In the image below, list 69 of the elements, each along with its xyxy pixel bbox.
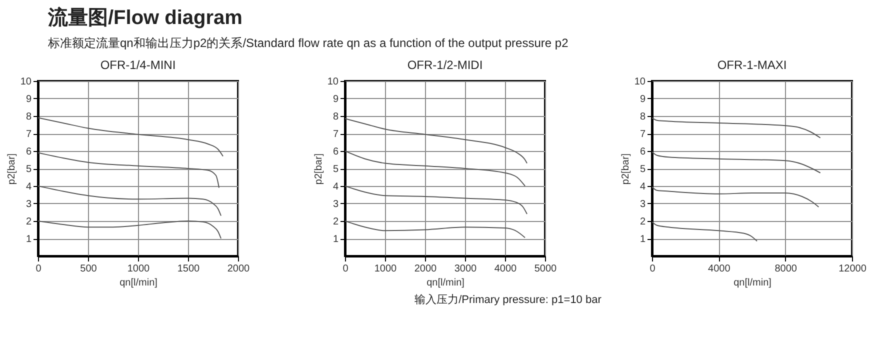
x-tick-label: 4000 [494, 264, 518, 274]
text: 输入压力/Primary pressure: p1=10 bar [414, 293, 602, 306]
line-series [652, 117, 821, 138]
x-axis-title: qn[l/min] [426, 278, 465, 288]
y-tick-label: 9 [332, 94, 339, 105]
y-tick-label: 2 [332, 216, 339, 228]
x-axis-title: qn[l/min] [120, 278, 158, 288]
y-tick-label: 10 [634, 76, 646, 88]
x-tick-label: 1000 [127, 264, 150, 274]
y-tick-label: 4 [332, 182, 339, 192]
chart-title: OFR-1/2-MIDI [407, 58, 483, 72]
line-series [652, 186, 820, 208]
line-series [652, 221, 758, 242]
y-tick-label: 8 [640, 112, 646, 122]
y-tick-label: 9 [640, 94, 646, 105]
y-tick-label: 4 [640, 182, 646, 192]
line-series [345, 220, 526, 238]
x-tick-label: 5000 [534, 264, 558, 274]
y-tick-label: 7 [332, 129, 339, 140]
y-tick-label: 10 [20, 76, 32, 88]
x-tick-label: 8000 [774, 264, 798, 274]
y-tick-label: 1 [26, 234, 32, 245]
x-tick-label: 0 [650, 264, 656, 274]
y-tick-label: 7 [640, 129, 646, 140]
y-tick-label: 3 [332, 199, 339, 210]
y-tick-label: 9 [26, 94, 32, 105]
line-series [345, 186, 528, 214]
y-tick-label: 7 [26, 129, 32, 140]
y-tick-label: 1 [332, 234, 339, 245]
line-series [345, 150, 526, 186]
y-tick-label: 8 [26, 112, 32, 122]
y-axis-title: p2[bar] [313, 153, 324, 185]
chart-title: OFR-1/4-MINI [100, 58, 176, 72]
chart-title: OFR-1-MAXI [717, 58, 787, 72]
y-tick-label: 5 [26, 164, 32, 175]
x-tick-label: 3000 [454, 264, 478, 274]
x-tick-label: 4000 [708, 264, 731, 274]
x-tick-label: 2000 [227, 264, 250, 274]
y-tick-label: 8 [332, 112, 339, 122]
y-tick-label: 3 [26, 199, 32, 210]
y-tick-label: 5 [332, 164, 339, 175]
x-tick-label: 12000 [838, 264, 867, 274]
text: 标准额定流量qn和输出压力p2的关系/Standard flow rate qn as a function of the output pressure p2 [47, 36, 569, 50]
x-tick-label: 1000 [374, 264, 398, 274]
y-tick-label: 4 [26, 182, 32, 192]
line-series [345, 118, 528, 164]
y-axis-title: p2[bar] [6, 153, 18, 185]
line-series [652, 151, 821, 174]
x-tick-label: 0 [342, 264, 349, 274]
y-axis-title: p2[bar] [620, 153, 632, 185]
y-tick-label: 6 [332, 146, 339, 158]
y-tick-label: 6 [640, 146, 646, 158]
y-tick-label: 1 [640, 234, 646, 245]
x-axis-title: qn[l/min] [734, 278, 772, 288]
y-tick-label: 6 [26, 146, 32, 158]
y-tick-label: 10 [327, 76, 339, 88]
y-tick-label: 3 [640, 199, 646, 210]
x-tick-label: 1500 [177, 264, 200, 274]
x-tick-label: 0 [36, 264, 42, 274]
y-tick-label: 2 [640, 216, 646, 228]
line-series [38, 117, 224, 157]
y-tick-label: 5 [640, 164, 646, 175]
x-tick-label: 500 [80, 264, 98, 274]
y-tick-label: 2 [26, 216, 32, 228]
line-series [38, 220, 222, 239]
line-series [38, 186, 222, 216]
line-series [38, 152, 220, 188]
x-tick-label: 2000 [414, 264, 438, 274]
text: 流量图/Flow diagram [47, 6, 242, 29]
